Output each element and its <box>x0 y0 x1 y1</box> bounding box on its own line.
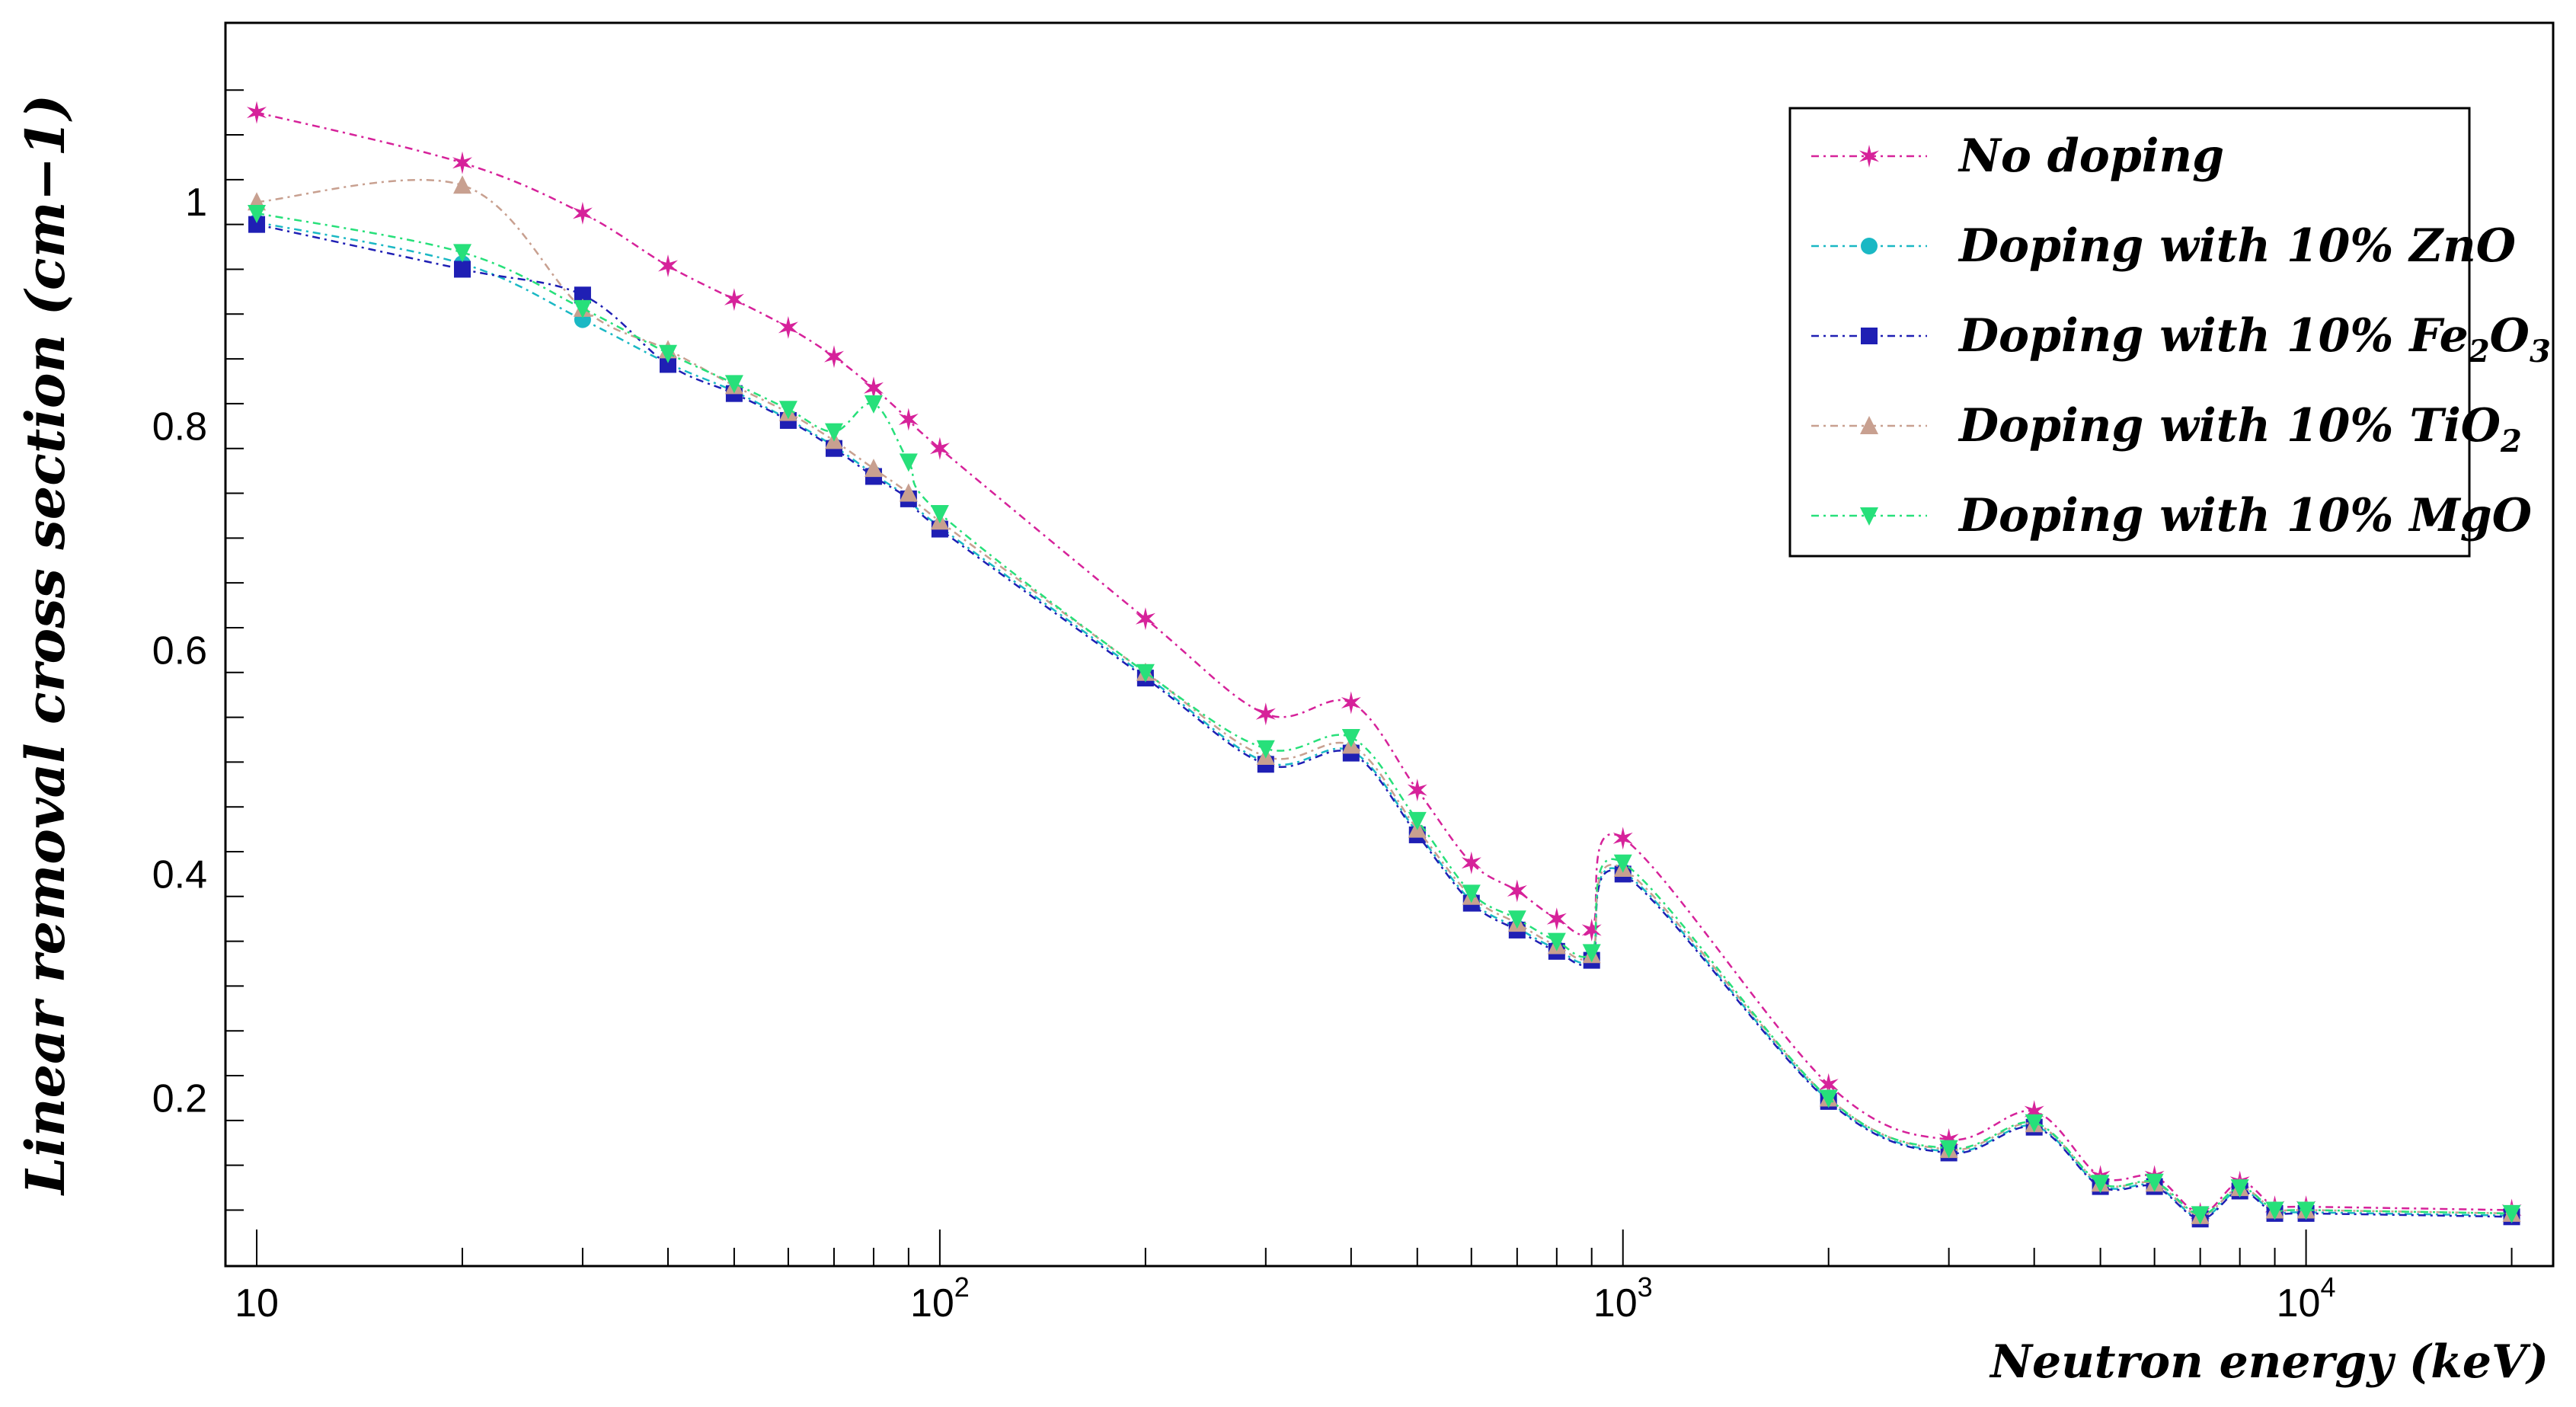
data-point <box>2230 1179 2249 1198</box>
legend-entry: Doping with 10% Fe2O3 <box>1811 309 2551 369</box>
series-layer <box>247 101 2522 1228</box>
y-tick-label: 0.6 <box>152 628 207 673</box>
x-tick-label: 103 <box>1593 1271 1653 1325</box>
data-point <box>778 315 798 339</box>
data-point <box>453 244 472 263</box>
data-point <box>724 288 744 312</box>
data-point <box>1408 811 1427 830</box>
data-point <box>248 204 267 223</box>
data-point <box>2145 1173 2164 1192</box>
data-point <box>1407 779 1427 802</box>
data-point <box>573 201 593 225</box>
data-point <box>1507 879 1527 903</box>
data-point <box>864 376 884 400</box>
data-point <box>1255 702 1276 726</box>
legend-marker <box>1861 328 1878 344</box>
x-tick-label: 102 <box>910 1271 970 1325</box>
data-point <box>454 261 471 278</box>
data-point <box>1547 932 1566 951</box>
series-line <box>256 212 2512 1216</box>
data-point <box>247 101 267 124</box>
data-point <box>1939 1140 1958 1159</box>
series-5 <box>248 204 2521 1225</box>
legend-marker <box>1860 507 1878 526</box>
data-point <box>453 175 472 194</box>
legend-label: Doping with 10% MgO <box>1958 489 2532 542</box>
data-point <box>824 345 844 369</box>
data-point <box>899 483 918 502</box>
x-tick-label: 104 <box>2277 1271 2336 1325</box>
legend: No doping Doping with 10% ZnO Doping with … <box>1788 107 2551 558</box>
data-point <box>1546 907 1567 931</box>
plot-frame <box>224 21 2555 1268</box>
data-point <box>1819 1089 1838 1108</box>
data-point <box>2024 1100 2044 1124</box>
data-point <box>1507 910 1526 929</box>
data-point <box>2091 1175 2110 1194</box>
legend-label: Doping with 10% Fe2O3 <box>1958 309 2551 369</box>
data-point <box>573 299 592 318</box>
data-point <box>899 453 918 472</box>
data-point <box>1256 740 1275 759</box>
y-axis: 0.2 0.4 0.6 0.8 1 <box>152 89 244 1211</box>
legend-marker <box>1861 238 1878 254</box>
data-point <box>1938 1127 1959 1151</box>
legend-label: No doping <box>1958 130 2224 183</box>
data-point <box>658 344 677 363</box>
data-point <box>2265 1201 2284 1220</box>
legend-box <box>1788 107 2471 558</box>
legend-label: Doping with 10% TiO2 <box>1958 399 2522 459</box>
y-tick-label: 1 <box>185 181 207 225</box>
legend-entry: Doping with 10% TiO2 <box>1811 399 2522 459</box>
y-tick-label: 0.2 <box>152 1076 207 1121</box>
legend-entry: Doping with 10% MgO <box>1811 489 2532 542</box>
data-point <box>1581 918 1602 942</box>
data-point <box>864 395 883 414</box>
series-line <box>256 223 2512 1220</box>
data-point <box>248 216 266 233</box>
data-point <box>1136 664 1155 683</box>
y-tick-label: 0.8 <box>152 405 207 449</box>
data-point <box>930 504 949 523</box>
data-point <box>659 356 676 373</box>
data-point <box>824 423 843 442</box>
data-point <box>2025 1114 2044 1133</box>
data-point <box>1461 851 1481 875</box>
data-point <box>898 408 919 431</box>
legend-entry: Doping with 10% ZnO <box>1811 219 2516 273</box>
y-axis-label: Linear removal cross section (cm−1) <box>14 94 77 1196</box>
x-tick-label: 10 <box>235 1281 279 1325</box>
data-point <box>724 375 743 394</box>
data-point <box>1341 729 1360 748</box>
data-point <box>1818 1073 1839 1096</box>
data-point <box>1582 944 1601 963</box>
data-point <box>2191 1206 2210 1225</box>
data-point <box>1613 854 1632 873</box>
x-axis: 10 102 103 104 <box>235 1230 2513 1325</box>
data-point <box>1341 691 1361 715</box>
data-point <box>658 254 678 277</box>
data-point <box>864 459 883 478</box>
data-point <box>929 436 950 460</box>
legend-marker <box>1860 416 1878 434</box>
data-point <box>2502 1204 2521 1223</box>
x-axis-label: Neutron energy (keV) <box>1989 1335 2549 1389</box>
data-point <box>778 401 797 420</box>
data-point <box>574 286 591 304</box>
data-point <box>1135 607 1155 631</box>
legend-label: Doping with 10% ZnO <box>1958 219 2516 273</box>
data-point <box>452 151 472 174</box>
legend-marker <box>1859 145 1879 168</box>
data-point <box>1462 884 1481 903</box>
data-point <box>1612 827 1633 850</box>
y-tick-label: 0.4 <box>152 852 207 897</box>
legend-entry: No doping <box>1811 130 2224 183</box>
data-point <box>2296 1201 2316 1220</box>
